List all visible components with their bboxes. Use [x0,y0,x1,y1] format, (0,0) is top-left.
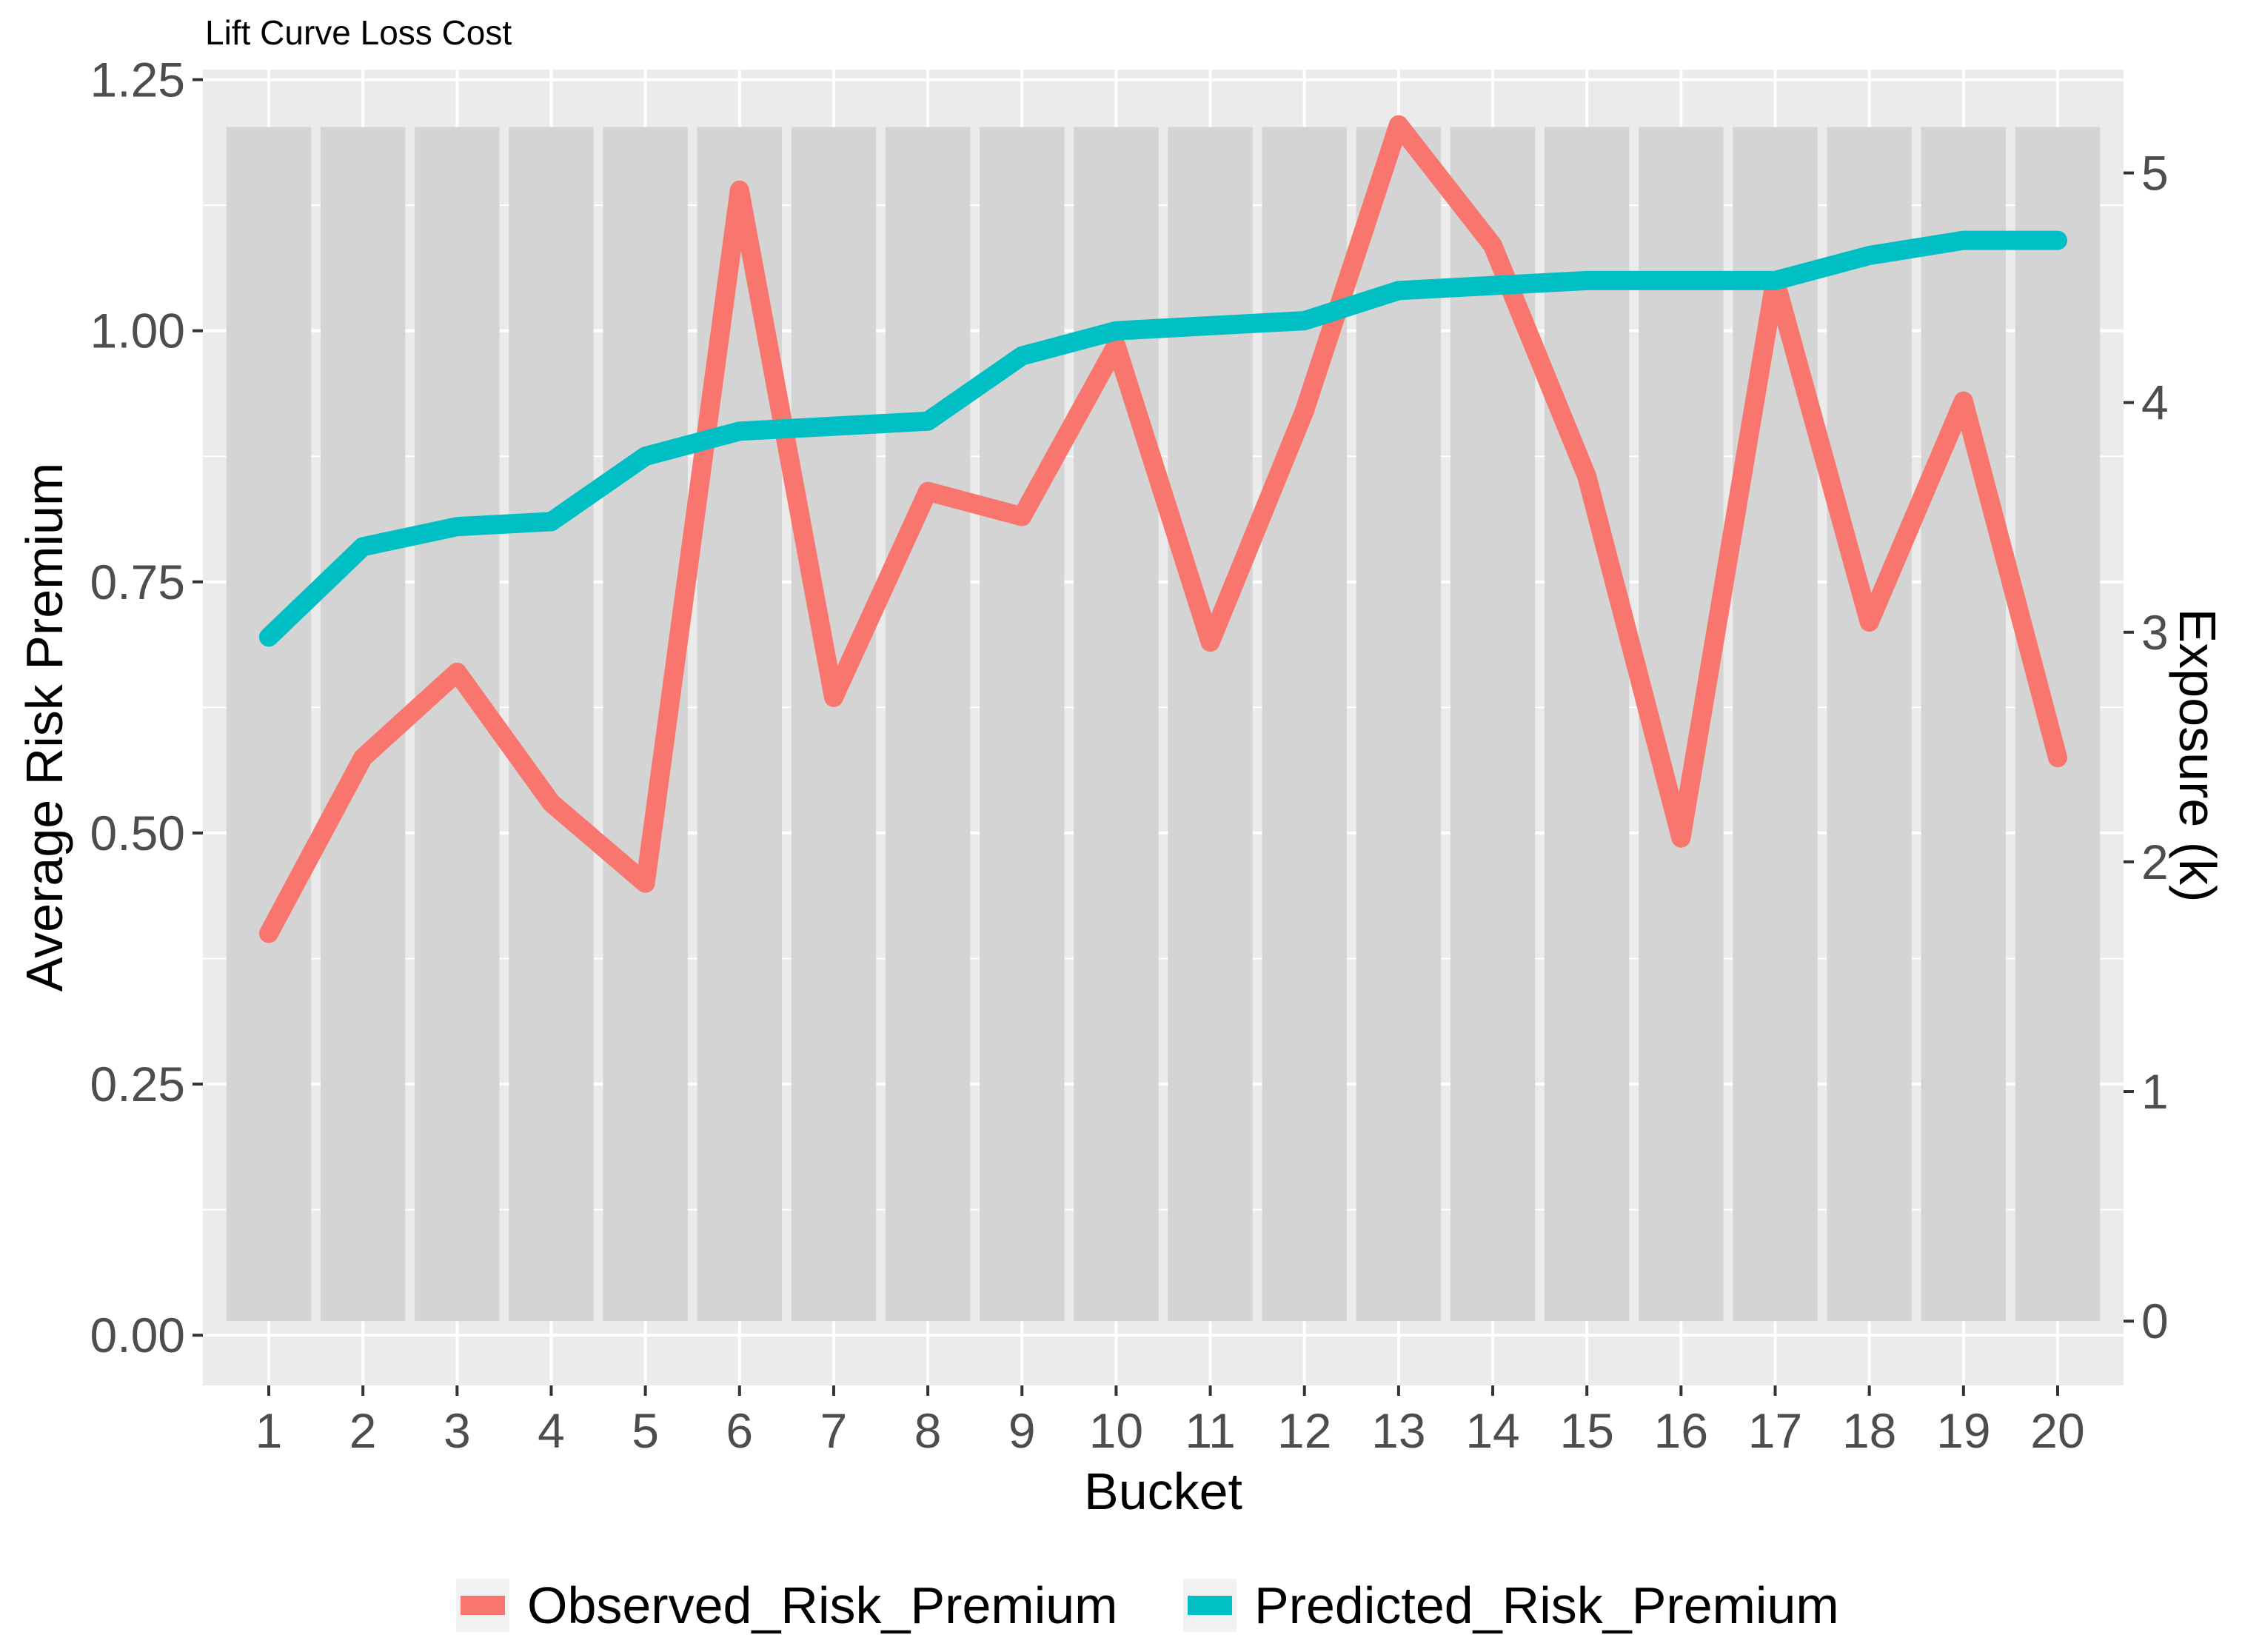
exposure-bar [1921,127,2007,1322]
x-tick-label: 7 [820,1403,848,1458]
y-tick-label: 0.75 [90,555,185,609]
y2-tick-label: 3 [2141,605,2169,660]
exposure-bar [1356,127,1442,1322]
x-tick-label: 9 [1008,1403,1036,1458]
x-tick-label: 12 [1277,1403,1331,1458]
exposure-bar [1827,127,1912,1322]
y2-tick-label: 5 [2141,146,2169,201]
legend-label-observed: Observed_Risk_Premium [527,1576,1117,1634]
exposure-bar [980,127,1065,1322]
exposure-bar [885,127,971,1322]
y-tick-label: 1.00 [90,304,185,358]
x-tick-label: 11 [1185,1403,1236,1458]
x-tick-label: 16 [1654,1403,1708,1458]
x-tick-label: 10 [1089,1403,1143,1458]
x-tick-label: 18 [1842,1403,1896,1458]
y-tick-label: 1.25 [90,53,185,107]
x-tick-label: 8 [914,1403,942,1458]
y-axis-right: 0 1 2 3 4 5 [2124,146,2169,1348]
x-axis-label: Bucket [1084,1462,1242,1520]
exposure-bar [1074,127,1159,1322]
legend-label-predicted: Predicted_Risk_Premium [1254,1576,1839,1634]
legend: Observed_Risk_Premium Predicted_Risk_Pre… [456,1576,1839,1634]
y-axis-label: Average Risk Premium [16,463,73,992]
y2-axis-label: Exposure (k) [2169,609,2226,903]
y-tick-label: 0.25 [90,1057,185,1111]
x-tick-label: 19 [1936,1403,1990,1458]
series-lines [259,115,2067,943]
y-axis-left: 0.00 0.25 0.50 0.75 1.00 1.25 [90,53,203,1362]
x-tick-label: 14 [1465,1403,1519,1458]
series-line-observed-risk-premium [259,115,2067,943]
exposure-bar [509,127,594,1322]
chart-title: Lift Curve Loss Cost [205,13,512,52]
exposure-bars [226,127,2101,1322]
y2-tick-label: 4 [2141,375,2169,430]
x-tick-label: 3 [444,1403,471,1458]
exposure-bar [226,127,312,1322]
x-tick-label: 13 [1371,1403,1425,1458]
series-line-predicted-risk-premium [259,230,2067,647]
x-tick-label: 2 [349,1403,377,1458]
x-axis: 1 2 3 4 5 6 7 8 9 10 11 12 13 14 15 16 17 18 19 20 [255,1385,2085,1458]
exposure-bar [1168,127,1253,1322]
x-tick-label: 5 [632,1403,659,1458]
exposure-bar [1544,127,1630,1322]
x-tick-label: 6 [726,1403,753,1458]
x-tick-label: 4 [538,1403,565,1458]
x-tick-label: 1 [255,1403,283,1458]
y2-tick-label: 0 [2141,1294,2169,1348]
x-tick-label: 15 [1559,1403,1613,1458]
x-tick-label: 20 [2030,1403,2084,1458]
y2-tick-label: 1 [2141,1064,2169,1119]
x-tick-label: 17 [1748,1403,1802,1458]
y-tick-label: 0.00 [90,1308,185,1362]
y2-tick-label: 2 [2141,835,2169,889]
y-tick-label: 0.50 [90,806,185,860]
exposure-bar [791,127,877,1322]
